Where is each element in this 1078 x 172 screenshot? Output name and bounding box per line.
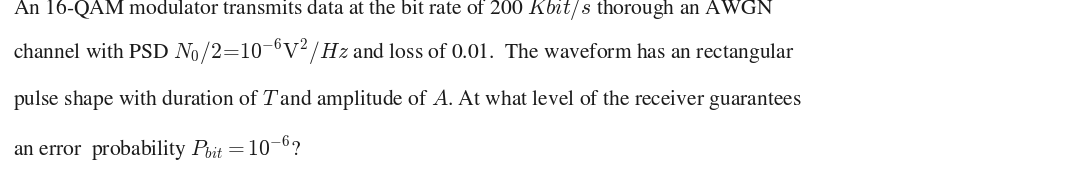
- Text: An 16-QAM modulator transmits data at the bit rate of 200 $\mathit{Kbit/s}$ thor: An 16-QAM modulator transmits data at th…: [13, 0, 773, 22]
- Text: an error  probability $\mathit{P}_{\mathit{bit}} = 10^{-6}$?: an error probability $\mathit{P}_{\mathi…: [13, 135, 302, 163]
- Text: pulse shape with duration of $\mathit{T}$ and amplitude of $\mathit{A}$. At what: pulse shape with duration of $\mathit{T}…: [13, 87, 802, 112]
- Text: channel with PSD $\mathit{N}_{0}/2\!=\!10^{-6}\mathrm{V}^{2}/\mathit{Hz}$ and lo: channel with PSD $\mathit{N}_{0}/2\!=\!1…: [13, 37, 794, 67]
